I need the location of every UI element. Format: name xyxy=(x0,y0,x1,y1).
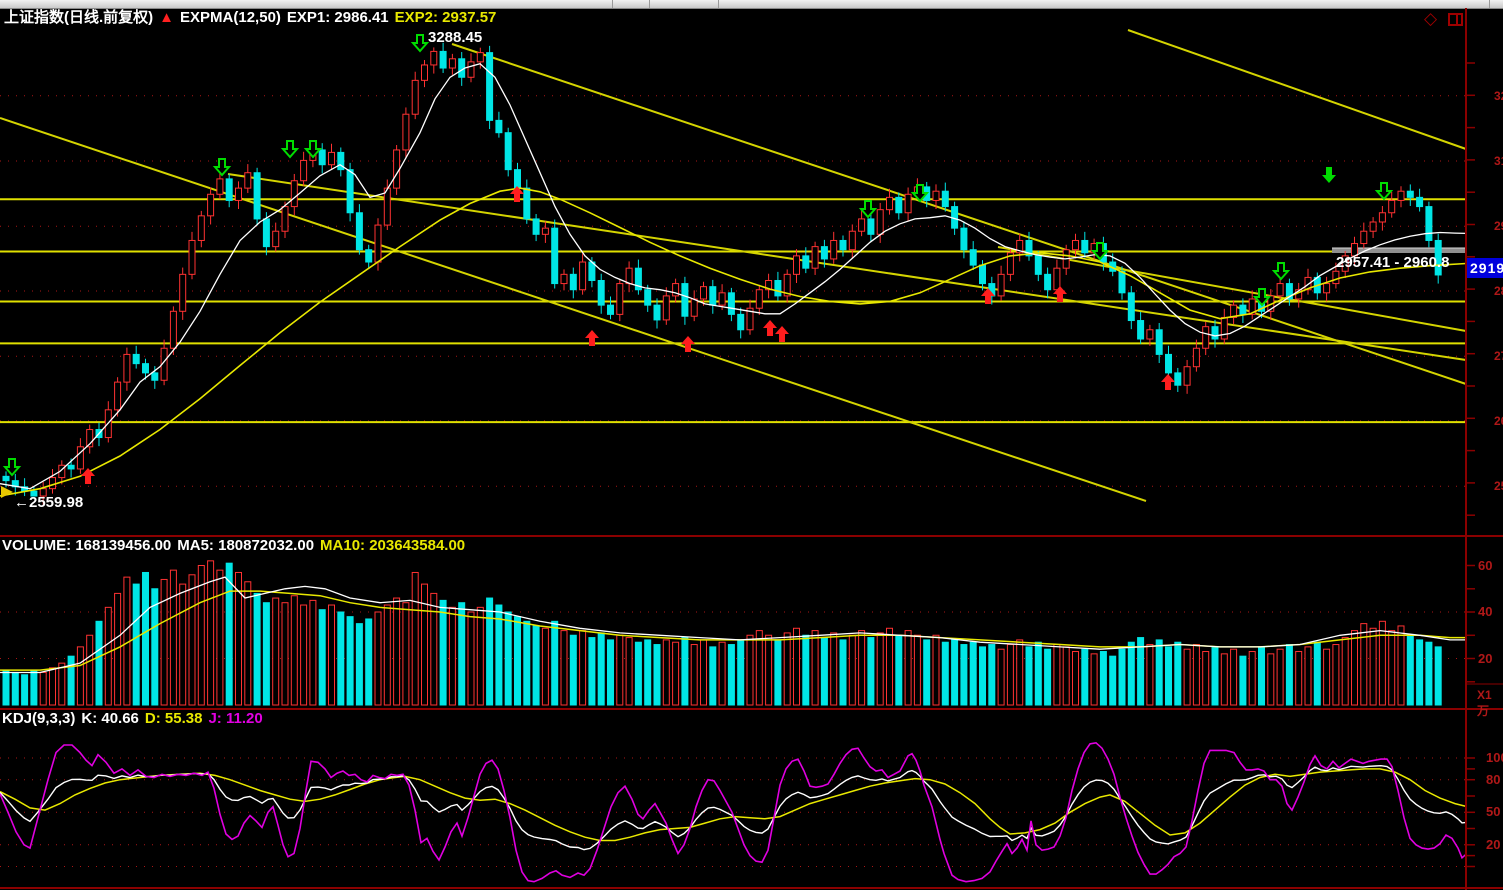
split-window-icon[interactable] xyxy=(1448,13,1463,26)
kdj-params: KDJ(9,3,3) xyxy=(2,710,76,727)
exp2-ema50-line xyxy=(0,187,1467,497)
split-window-icon-divider xyxy=(1455,15,1458,24)
buy-signal-arrow-icon xyxy=(510,186,524,202)
candles-layer xyxy=(2,42,1442,505)
main-axis-label: 3104 xyxy=(1494,154,1503,169)
sell-signal-arrow-icon xyxy=(910,184,930,203)
sell-signal-arrow-icon xyxy=(280,140,300,159)
sell-signal-arrow-icon xyxy=(858,200,878,219)
panel-borders-and-axis xyxy=(0,8,1503,890)
kdj-j-line xyxy=(0,741,1467,883)
sell-signal-arrow-icon xyxy=(212,158,232,177)
buy-signal-arrow-icon xyxy=(81,468,95,484)
low-price-label: ←2559.98 xyxy=(14,494,84,511)
toolbar-separator xyxy=(649,0,650,8)
kdj-j-value: J: 11.20 xyxy=(208,710,263,727)
symbol-title: 上证指数(日线.前复权) xyxy=(4,9,154,26)
buy-signal-arrow-icon xyxy=(1161,374,1175,390)
kdj-axis-label: 80 xyxy=(1486,771,1501,787)
expma-up-arrow-icon: ▲ xyxy=(159,9,175,26)
kdj-d-line xyxy=(0,768,1467,842)
toolbar-separator xyxy=(612,0,613,8)
main-axis-label: 2576 xyxy=(1494,479,1503,494)
kdj-k-line xyxy=(0,764,1467,851)
exp2-value: EXP2: 2937.57 xyxy=(394,9,497,26)
trendlines xyxy=(0,29,1467,502)
main-chart-header: 上证指数(日线.前复权) ▲ EXPMA(12,50) EXP1: 2986.41 EX… xyxy=(4,9,502,27)
sell-signal-arrow-icon xyxy=(410,34,430,53)
peak-price-label: 3288.45 xyxy=(428,29,483,46)
volume-header: VOLUME: 168139456.00 MA5: 180872032.00 MA1… xyxy=(2,537,471,555)
buy-signal-arrow-icon xyxy=(981,288,995,304)
indicator-diamond-icon[interactable]: ◇ xyxy=(1424,9,1438,28)
volume-bars xyxy=(2,560,1442,706)
toolbar-separator xyxy=(718,0,719,8)
volume-ma5-line xyxy=(0,576,1466,674)
volume-axis-label: 40 xyxy=(1478,604,1493,619)
indicator-name: EXPMA(12,50) xyxy=(180,9,281,26)
low-marker-icon xyxy=(1,486,13,498)
toolbar-separator xyxy=(1489,0,1490,8)
buy-signal-arrow-icon xyxy=(1053,286,1067,302)
volume-axis-label: 60 xyxy=(1478,557,1493,573)
kdj-k-value: K: 40.66 xyxy=(81,710,139,727)
kdj-axis-label: 100 xyxy=(1486,750,1503,765)
sell-signal-arrow-icon xyxy=(1252,288,1272,307)
exp1-ema12-line xyxy=(0,62,1467,490)
volume-ma5-value: MA5: 180872032.00 xyxy=(177,537,315,554)
sell-signal-arrow-icon xyxy=(2,458,22,477)
range-price-label: 2957.41 - 2960.8 xyxy=(1336,254,1450,271)
main-axis-label: 3210 xyxy=(1494,88,1503,103)
sell-signal-arrow-icon xyxy=(1322,167,1336,183)
sell-signal-arrow-icon xyxy=(1090,242,1110,261)
main-axis-label: 2893 xyxy=(1494,283,1503,298)
buy-signal-arrow-icon xyxy=(681,336,695,352)
sell-signal-arrow-icon xyxy=(1374,182,1394,201)
volume-axis-label: 20 xyxy=(1478,650,1493,666)
volume-ma10-value: MA10: 203643584.00 xyxy=(320,537,466,554)
kdj-axis-label: 50 xyxy=(1486,804,1501,820)
kdj-d-value: D: 55.38 xyxy=(144,710,203,727)
last-price-tag: 2919 xyxy=(1467,258,1503,278)
volume-value: VOLUME: 168139456.00 xyxy=(2,537,172,554)
top-toolbar-strip[interactable] xyxy=(0,0,1503,9)
volume-unit-label: X1万 xyxy=(1477,688,1492,718)
dotted-gridlines xyxy=(0,95,1466,867)
main-axis-label: 2682 xyxy=(1494,413,1503,428)
kdj-axis-label: 20 xyxy=(1486,836,1501,852)
main-axis-label: 2998 xyxy=(1494,219,1503,234)
exp1-value: EXP1: 2986.41 xyxy=(286,9,389,26)
buy-signal-arrow-icon xyxy=(585,330,599,346)
signal-arrows xyxy=(2,34,1394,484)
kdj-header: KDJ(9,3,3) K: 40.66 D: 55.38 J: 11.20 xyxy=(2,710,269,728)
sell-signal-arrow-icon xyxy=(1271,262,1291,281)
sell-signal-arrow-icon xyxy=(303,140,323,159)
buy-signal-arrow-icon xyxy=(763,320,777,336)
buy-signal-arrow-icon xyxy=(775,326,789,342)
main-axis-label: 2787 xyxy=(1494,349,1503,364)
